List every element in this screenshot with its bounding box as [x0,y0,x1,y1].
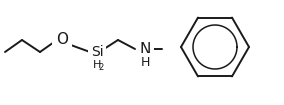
Text: 2: 2 [98,64,104,72]
Text: H: H [93,60,101,70]
Text: H: H [140,56,150,68]
Text: O: O [56,33,68,47]
Text: Si: Si [91,45,103,59]
Text: N: N [139,41,151,56]
